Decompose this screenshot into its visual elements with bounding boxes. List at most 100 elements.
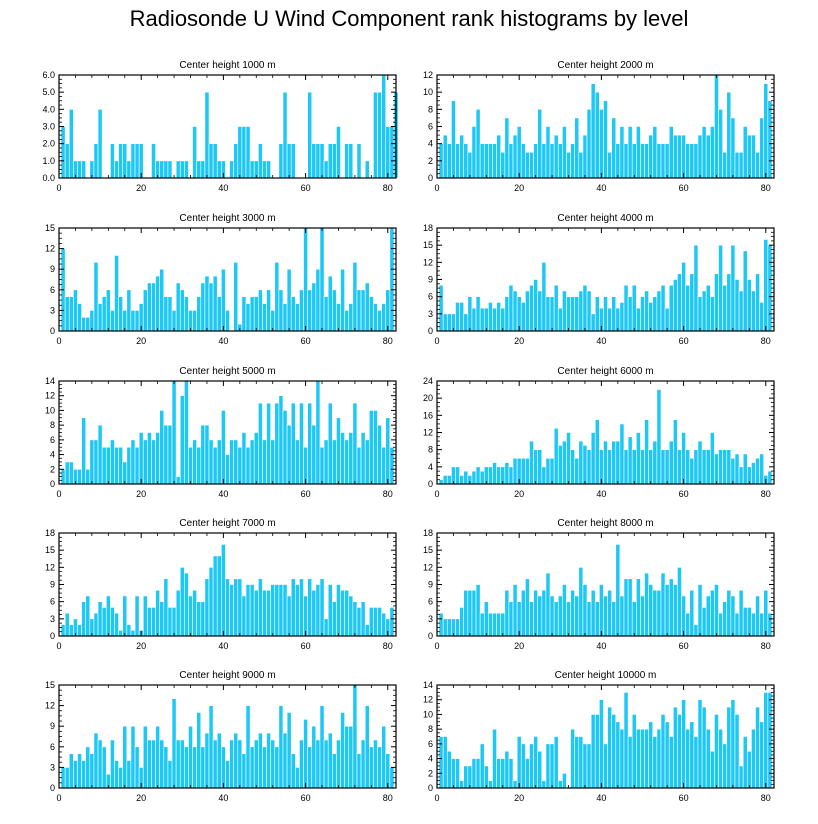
histogram-bar [233,143,239,179]
y-tick-label: 0 [50,479,55,489]
y-tick-label: 15 [45,223,55,233]
histogram-bar [179,160,185,179]
histogram-bar [60,624,66,637]
histogram-bar [352,684,358,789]
y-tick-label: 15 [45,680,55,690]
histogram-bar [204,275,210,332]
histogram-bar [660,714,666,789]
histogram-bar [504,589,510,637]
histogram-bar [311,725,317,789]
histogram-bar [512,457,518,485]
histogram-bar [385,753,391,789]
histogram-bar [553,601,559,637]
x-tick-label: 60 [679,183,689,193]
histogram-bar [122,595,128,637]
histogram-bar [68,296,74,332]
y-tick-label: 12 [45,562,55,572]
histogram-bar [323,296,329,332]
histogram-bar [336,584,341,637]
histogram-bar [607,151,612,179]
histogram-bar [262,589,267,637]
histogram-bar [520,743,526,789]
histogram-bar [640,143,645,179]
histogram-bar [179,567,185,637]
histogram-bar [603,100,608,179]
panel-title: Center height 7000 m [179,518,275,529]
histogram-bar [323,618,329,637]
histogram-bar [693,624,699,637]
histogram-bar [286,712,292,789]
histogram-bar [278,705,284,789]
histogram-bar [229,160,234,179]
histogram-bar [216,439,222,485]
histogram-bar [599,449,604,485]
x-tick-label: 20 [136,489,146,499]
histogram-bar [746,607,752,637]
histogram-bar [660,449,666,485]
histogram-bar [590,83,596,179]
histogram-bar [709,750,715,789]
histogram-bar [101,746,107,789]
x-tick-label: 20 [514,793,524,803]
histogram-bar [303,595,308,637]
histogram-bar [364,160,370,179]
histogram-bar [151,143,156,179]
histogram-bar [138,143,144,179]
histogram-bar [262,746,267,789]
histogram-bar [381,303,387,332]
histogram-bar [455,302,460,332]
y-tick-label: 8 [50,420,55,430]
histogram-bar [147,739,152,789]
histogram-bar [348,432,354,485]
histogram-bar [352,601,358,637]
histogram-bar [685,728,691,789]
histogram-bar [479,743,485,789]
histogram-bar [303,446,308,485]
histogram-bar [179,739,185,789]
histogram-bar [623,143,629,179]
histogram-bar [196,160,202,179]
histogram-bar [188,595,193,637]
y-tick-label: 9 [428,580,433,590]
histogram-bar [537,595,543,637]
histogram-bar [97,424,103,485]
x-tick-label: 0 [434,183,439,193]
panel-5: Center height 5000 m 0 20 40 60 80 0 2 4 6 8 10 12 14 [45,366,397,499]
y-tick-label: 6 [428,597,433,607]
histogram-bar [483,307,489,332]
histogram-bar [274,584,280,637]
histogram-bar [742,453,748,485]
x-tick-label: 40 [218,336,228,346]
histogram-bar [212,143,218,179]
histogram-bar [282,91,288,179]
histogram-bar [114,446,119,485]
histogram-bar [705,284,711,332]
histogram-bar [110,739,115,789]
y-tick-label: 15 [423,545,433,555]
histogram-bar [537,750,543,789]
histogram-bar [693,449,699,485]
histogram-bar [175,160,181,179]
histogram-bar [385,417,391,485]
histogram-bar [463,143,469,179]
y-tick-label: 3 [428,309,433,319]
histogram-bar [134,595,140,637]
histogram-bar [331,753,337,789]
histogram-bar [184,380,189,485]
histogram-bar [196,296,202,332]
y-tick-label: 8 [428,445,433,455]
histogram-bar [734,151,740,179]
histogram-bar [611,440,617,485]
histogram-bar [175,739,181,789]
histogram-bar [504,750,510,789]
histogram-bar [348,595,354,637]
histogram-bar [467,151,473,179]
histogram-bar [323,439,329,485]
histogram-bar [689,721,695,789]
histogram-bar [258,289,263,332]
y-tick-label: 12 [423,70,433,80]
histogram-bar [278,395,284,485]
y-tick-label: 4 [50,450,55,460]
y-tick-label: 12 [45,701,55,711]
histogram-bar [459,134,465,179]
